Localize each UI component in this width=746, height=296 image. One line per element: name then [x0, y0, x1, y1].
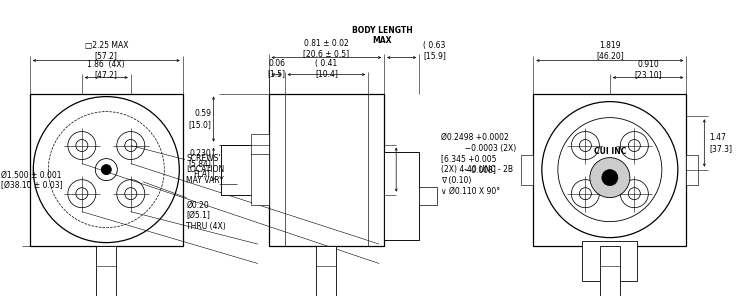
- Bar: [583, 241, 637, 281]
- Text: CUI INC: CUI INC: [594, 147, 626, 156]
- Text: 1.86  (4X)
[47.2]: 1.86 (4X) [47.2]: [87, 60, 125, 79]
- Text: Ø1.500 ± 0.001
[Ø38.10 ± 0.03]: Ø1.500 ± 0.001 [Ø38.10 ± 0.03]: [1, 171, 63, 191]
- Text: BODY LENGTH
MAX: BODY LENGTH MAX: [352, 26, 413, 45]
- Text: 1.47
[37.3]: 1.47 [37.3]: [709, 133, 733, 153]
- Bar: [600, 246, 620, 296]
- Bar: [686, 155, 698, 185]
- Text: 0.59
[15.0]: 0.59 [15.0]: [189, 109, 212, 129]
- Bar: [221, 145, 269, 194]
- Bar: [269, 94, 384, 246]
- Text: Ø0.20
[Ø5.1]
THRU (4X): Ø0.20 [Ø5.1] THRU (4X): [186, 200, 226, 231]
- Bar: [521, 155, 533, 185]
- Bar: [533, 94, 686, 246]
- Text: 0.230
[5.84]
FLAT: 0.230 [5.84] FLAT: [189, 149, 212, 179]
- Text: 0.81 ± 0.02
[20.6 ± 0.5]: 0.81 ± 0.02 [20.6 ± 0.5]: [304, 39, 349, 58]
- Text: 0.06
[1.5]: 0.06 [1.5]: [268, 59, 286, 78]
- Bar: [96, 246, 116, 296]
- Text: ( 0.41
[10.4]: ( 0.41 [10.4]: [315, 59, 338, 78]
- Ellipse shape: [101, 165, 111, 175]
- Text: (2X) 4-40 UNC - 2B
∇ (0.10)
∨ Ø0.110 X 90°: (2X) 4-40 UNC - 2B ∇ (0.10) ∨ Ø0.110 X 9…: [441, 165, 513, 196]
- Text: SCREWS'
LOCATION
MAY VARY: SCREWS' LOCATION MAY VARY: [186, 154, 225, 185]
- Text: □2.25 MAX
[57.2]: □2.25 MAX [57.2]: [84, 41, 128, 60]
- Bar: [384, 152, 419, 240]
- Bar: [316, 246, 336, 296]
- Text: Ø0.2498 +0.0002
          −0.0003 (2X)
[6.345 +0.005
          −0.008]: Ø0.2498 +0.0002 −0.0003 (2X) [6.345 +0.0…: [441, 133, 516, 174]
- Text: 1.819
[46.20]: 1.819 [46.20]: [596, 41, 624, 60]
- Ellipse shape: [602, 170, 618, 186]
- Bar: [419, 187, 437, 205]
- Bar: [251, 133, 269, 155]
- Text: ( 0.63
[15.9]: ( 0.63 [15.9]: [423, 41, 446, 60]
- Bar: [30, 94, 183, 246]
- Bar: [251, 153, 269, 205]
- Ellipse shape: [590, 157, 630, 198]
- Text: 0.910
[23.10]: 0.910 [23.10]: [634, 60, 662, 79]
